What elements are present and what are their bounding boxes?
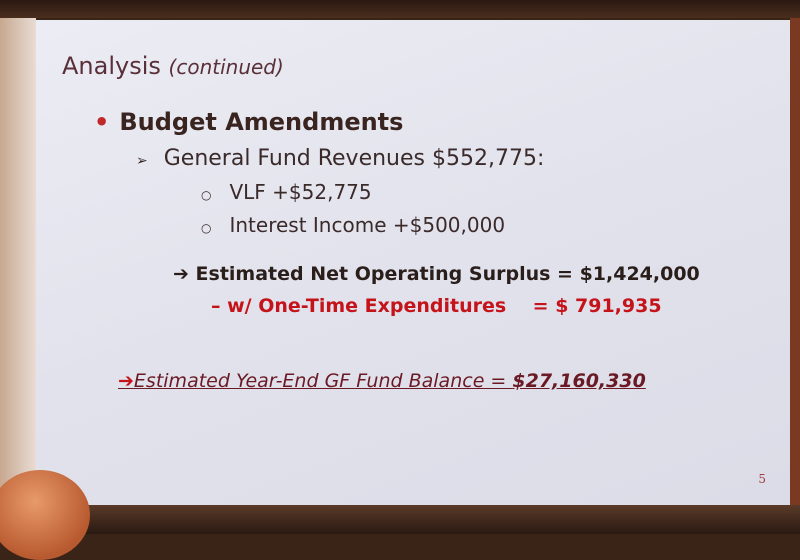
sub-bullet-revenues: ➢ General Fund Revenues $552,775: [136, 146, 545, 171]
wall [0, 0, 800, 18]
one-time-line: – w/ One-Time Expenditures = $ 791,935 [211, 295, 662, 317]
screen-edge [790, 18, 800, 508]
surplus-line: ➔ Estimated Net Operating Surplus = $1,4… [173, 263, 700, 285]
slide-title: Analysis (continued) [62, 52, 284, 80]
slide: Analysis (continued) • Budget Amendments … [36, 20, 790, 505]
item-vlf: ○ VLF +$52,775 [201, 180, 372, 204]
item-interest: ○ Interest Income +$500,000 [201, 213, 506, 237]
bullet-icon: • [94, 108, 110, 136]
circle-bullet-icon: ○ [201, 188, 212, 202]
arrow-icon: ➔ [118, 370, 134, 392]
page-number: 5 [758, 472, 766, 486]
audience-head [0, 470, 90, 560]
screen-bezel [0, 505, 800, 534]
arrowhead-icon: ➢ [136, 153, 148, 169]
fund-balance-line: ➔Estimated Year-End GF Fund Balance = $2… [118, 370, 646, 392]
wall-left [0, 18, 36, 508]
arrow-icon: ➔ [173, 263, 196, 285]
bullet-budget-amendments: • Budget Amendments [94, 108, 404, 136]
circle-bullet-icon: ○ [201, 221, 212, 235]
